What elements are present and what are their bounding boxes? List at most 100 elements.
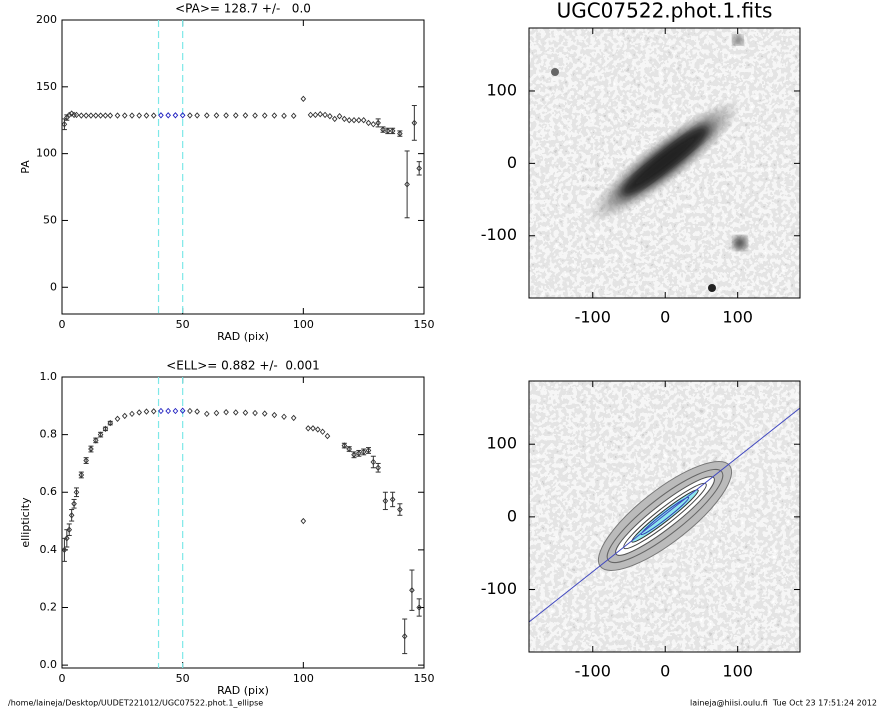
data-point <box>158 112 164 119</box>
y-axis-label: ellipticity <box>19 497 32 548</box>
data-point <box>73 489 80 496</box>
data-point <box>252 409 258 417</box>
data-point <box>187 112 193 119</box>
y-axis-label: PA <box>19 160 32 174</box>
data-point <box>121 412 128 420</box>
data-point <box>416 604 422 611</box>
data-point <box>114 112 121 119</box>
data-point <box>375 119 381 127</box>
data-point <box>179 112 186 119</box>
data-point <box>172 407 179 415</box>
data-point <box>204 112 210 119</box>
data-point <box>223 112 229 119</box>
data-point <box>356 117 362 124</box>
data-point <box>213 409 220 417</box>
chart-title: <ELL>= 0.882 +/- 0.001 <box>166 359 320 373</box>
data-point <box>397 130 403 137</box>
data-point <box>411 119 418 127</box>
data-point <box>66 111 73 119</box>
data-point <box>107 419 114 427</box>
data-point <box>97 431 104 438</box>
y-tick-label: 100 <box>486 434 517 453</box>
data-point <box>356 450 362 457</box>
data-point <box>341 115 348 123</box>
data-point <box>129 112 135 119</box>
data-point <box>252 112 258 119</box>
x-tick-label: 100 <box>293 318 314 331</box>
y-tick-label: 100 <box>486 80 517 99</box>
data-point <box>136 409 143 416</box>
y-tick-label: 1.0 <box>40 370 58 383</box>
data-point <box>281 413 287 420</box>
data-point <box>382 497 389 505</box>
data-point <box>310 425 316 432</box>
data-point <box>78 471 85 479</box>
data-point <box>389 127 396 135</box>
data-point <box>102 425 109 433</box>
y-tick-label: 0 <box>507 506 517 525</box>
data-point <box>327 113 333 120</box>
data-point <box>158 407 164 415</box>
data-point <box>242 112 249 119</box>
data-point <box>261 112 268 119</box>
data-point <box>129 410 135 418</box>
data-point <box>365 447 372 454</box>
data-point <box>213 112 220 119</box>
data-point <box>179 407 186 414</box>
data-point <box>165 112 171 119</box>
data-point <box>194 408 200 415</box>
data-point <box>232 409 239 416</box>
footer-left: /home/laineja/Desktop/UUDET221012/UGC075… <box>8 699 263 708</box>
x-tick-label: 150 <box>414 318 435 331</box>
y-tick-label: 0.8 <box>40 428 58 441</box>
data-point <box>389 496 396 503</box>
data-point <box>187 407 193 415</box>
galaxy-image <box>529 28 800 298</box>
data-point <box>223 408 229 416</box>
data-point <box>114 415 121 422</box>
y-tick-label: 100 <box>36 147 57 160</box>
y-tick-label: 150 <box>36 80 57 93</box>
data-point <box>92 437 99 444</box>
data-point <box>136 112 143 119</box>
data-point <box>351 117 357 124</box>
data-point <box>401 633 408 640</box>
y-tick-label: 0.6 <box>40 485 58 498</box>
y-tick-label: 0.2 <box>40 600 58 613</box>
y-tick-label: 0.0 <box>40 658 58 671</box>
data-point <box>232 112 239 119</box>
data-point <box>204 410 210 418</box>
data-point <box>88 112 94 119</box>
data-point <box>143 112 150 119</box>
data-point <box>66 526 73 533</box>
data-point <box>341 442 348 449</box>
data-point <box>290 112 297 119</box>
data-point <box>300 95 307 103</box>
chart-title: UGC07522.phot.1.fits <box>557 0 773 23</box>
data-point <box>97 112 104 119</box>
data-point <box>143 408 150 415</box>
y-tick-label: -100 <box>481 225 517 244</box>
data-point <box>375 464 381 471</box>
data-point <box>409 587 415 594</box>
data-point <box>404 181 410 188</box>
data-point <box>68 110 75 117</box>
x-tick-label: 0 <box>660 308 670 327</box>
y-tick-label: 0 <box>507 153 517 172</box>
data-point <box>397 506 403 513</box>
data-point <box>351 451 357 458</box>
data-point <box>261 410 268 417</box>
y-tick-label: 50 <box>43 213 57 226</box>
data-point <box>92 112 99 119</box>
data-point <box>83 457 89 464</box>
data-point <box>315 426 321 433</box>
data-point <box>88 445 94 453</box>
data-point <box>71 500 77 507</box>
data-point <box>83 112 89 119</box>
y-tick-label: 0 <box>50 280 57 293</box>
data-point <box>305 425 311 432</box>
data-point <box>78 112 85 119</box>
data-point <box>73 111 80 119</box>
